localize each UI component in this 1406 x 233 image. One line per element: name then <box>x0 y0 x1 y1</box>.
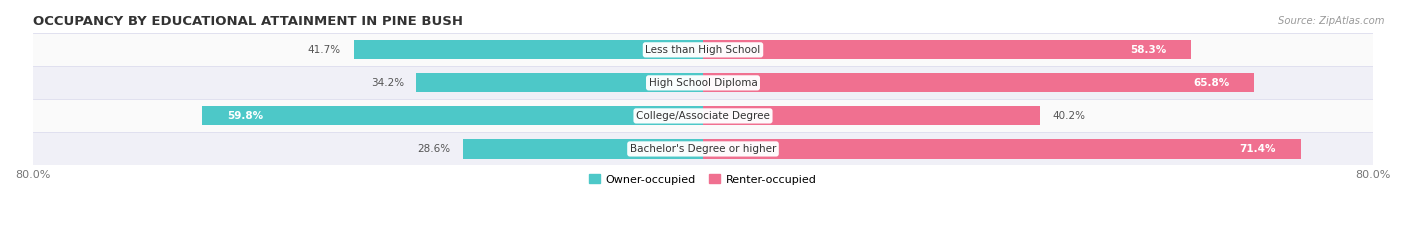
Legend: Owner-occupied, Renter-occupied: Owner-occupied, Renter-occupied <box>585 170 821 189</box>
Bar <box>464 139 703 158</box>
Bar <box>32 132 1374 165</box>
Bar <box>703 40 1191 59</box>
Bar <box>416 73 703 93</box>
Text: 65.8%: 65.8% <box>1192 78 1229 88</box>
Text: 28.6%: 28.6% <box>418 144 451 154</box>
Text: 40.2%: 40.2% <box>1053 111 1085 121</box>
Text: Source: ZipAtlas.com: Source: ZipAtlas.com <box>1278 16 1385 26</box>
Text: 41.7%: 41.7% <box>308 45 342 55</box>
Bar <box>703 139 1302 158</box>
Text: 34.2%: 34.2% <box>371 78 404 88</box>
Bar <box>703 73 1254 93</box>
Text: 58.3%: 58.3% <box>1130 45 1167 55</box>
Text: OCCUPANCY BY EDUCATIONAL ATTAINMENT IN PINE BUSH: OCCUPANCY BY EDUCATIONAL ATTAINMENT IN P… <box>32 15 463 28</box>
Text: 59.8%: 59.8% <box>228 111 263 121</box>
Bar <box>353 40 703 59</box>
Bar <box>32 33 1374 66</box>
Bar <box>32 99 1374 132</box>
Bar <box>703 106 1040 126</box>
Text: 71.4%: 71.4% <box>1240 144 1277 154</box>
Text: Less than High School: Less than High School <box>645 45 761 55</box>
Bar <box>32 66 1374 99</box>
Text: College/Associate Degree: College/Associate Degree <box>636 111 770 121</box>
Bar <box>202 106 703 126</box>
Text: Bachelor's Degree or higher: Bachelor's Degree or higher <box>630 144 776 154</box>
Text: High School Diploma: High School Diploma <box>648 78 758 88</box>
